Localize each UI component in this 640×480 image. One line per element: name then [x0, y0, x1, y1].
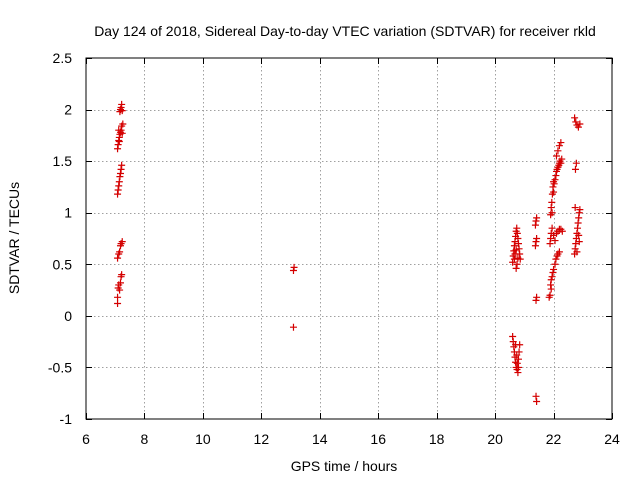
y-axis-label: SDTVAR / TECUs: [6, 182, 22, 294]
data-point: [114, 254, 122, 262]
data-point: [119, 120, 127, 128]
data-point: [118, 161, 126, 169]
data-point: [533, 293, 541, 301]
data-point: [575, 238, 583, 246]
data-point: [118, 238, 126, 246]
x-tick-label: 22: [546, 431, 562, 447]
data-point: [513, 260, 521, 268]
data-point: [115, 138, 123, 146]
data-point: [573, 248, 581, 256]
y-tick-label: 2.5: [53, 50, 73, 66]
data-point: [115, 126, 123, 134]
data-point: [547, 276, 555, 284]
x-tick-label: 18: [429, 431, 445, 447]
data-point: [575, 231, 583, 239]
x-tick-label: 20: [487, 431, 503, 447]
data-point: [116, 286, 124, 294]
data-point: [548, 198, 556, 206]
chart-title: Day 124 of 2018, Sidereal Day-to-day VTE…: [94, 23, 596, 39]
data-point: [558, 155, 566, 163]
data-point: [118, 100, 126, 108]
axis-ticks: [86, 58, 613, 420]
data-point: [548, 224, 556, 232]
data-point: [557, 139, 565, 147]
data-point: [512, 246, 520, 254]
data-point: [574, 123, 582, 131]
y-tick-label: 0: [64, 308, 72, 324]
data-point: [116, 279, 124, 287]
data-point: [533, 214, 541, 222]
data-point: [572, 159, 580, 167]
data-point: [557, 159, 565, 167]
x-tick-label: 16: [370, 431, 386, 447]
data-point: [533, 397, 541, 405]
data-point: [289, 323, 297, 331]
data-point: [558, 227, 566, 235]
data-point: [550, 180, 558, 188]
data-point: [554, 147, 562, 155]
data-point: [571, 204, 579, 212]
data-points: [114, 100, 584, 405]
x-tick-label: 8: [141, 431, 149, 447]
y-tick-label: 1.5: [53, 153, 73, 169]
data-point: [552, 255, 560, 263]
plot-frame: [85, 57, 613, 420]
y-tick-labels: -1 -0.5 0 0.5 1 1.5 2 2.5: [48, 50, 72, 427]
data-point: [513, 359, 521, 367]
data-point: [118, 107, 126, 115]
data-point: [512, 264, 520, 272]
data-point: [514, 355, 522, 363]
data-point: [533, 235, 541, 242]
data-point: [514, 254, 522, 262]
x-axis-label: GPS time / hours: [291, 458, 398, 474]
data-point: [551, 237, 559, 245]
x-tick-label: 10: [195, 431, 211, 447]
data-point: [514, 363, 522, 371]
data-point: [114, 293, 122, 301]
data-point: [114, 299, 122, 307]
x-tick-label: 6: [82, 431, 90, 447]
data-point: [550, 265, 558, 273]
data-point: [512, 341, 520, 349]
data-point: [576, 120, 584, 128]
data-point: [555, 248, 563, 256]
y-tick-label: 1: [64, 205, 72, 221]
data-point: [290, 263, 298, 271]
data-point: [510, 255, 518, 263]
x-tick-label: 14: [312, 431, 328, 447]
data-point: [551, 176, 559, 184]
y-tick-label: -0.5: [48, 359, 72, 375]
data-point: [550, 188, 558, 196]
data-point: [572, 118, 580, 126]
y-tick-label: 0.5: [53, 256, 73, 272]
data-point: [118, 271, 126, 279]
data-point: [576, 206, 584, 214]
data-point: [513, 351, 521, 359]
data-point: [547, 285, 555, 293]
data-point: [548, 273, 556, 281]
data-point: [551, 260, 559, 268]
y-tick-label: 2: [64, 102, 72, 118]
x-tick-label: 12: [254, 431, 270, 447]
data-point: [118, 129, 126, 137]
data-point: [555, 142, 563, 150]
data-point: [548, 209, 556, 217]
data-point: [546, 291, 554, 299]
y-tick-label: -1: [60, 411, 73, 427]
data-point: [571, 165, 579, 173]
data-point: [552, 152, 560, 160]
data-point: [116, 248, 124, 256]
grid-lines: [86, 58, 612, 419]
x-tick-labels: 6 8 10 12 14 16 18 20 22 24: [82, 431, 620, 447]
data-point: [571, 114, 579, 122]
x-tick-label: 24: [604, 431, 620, 447]
